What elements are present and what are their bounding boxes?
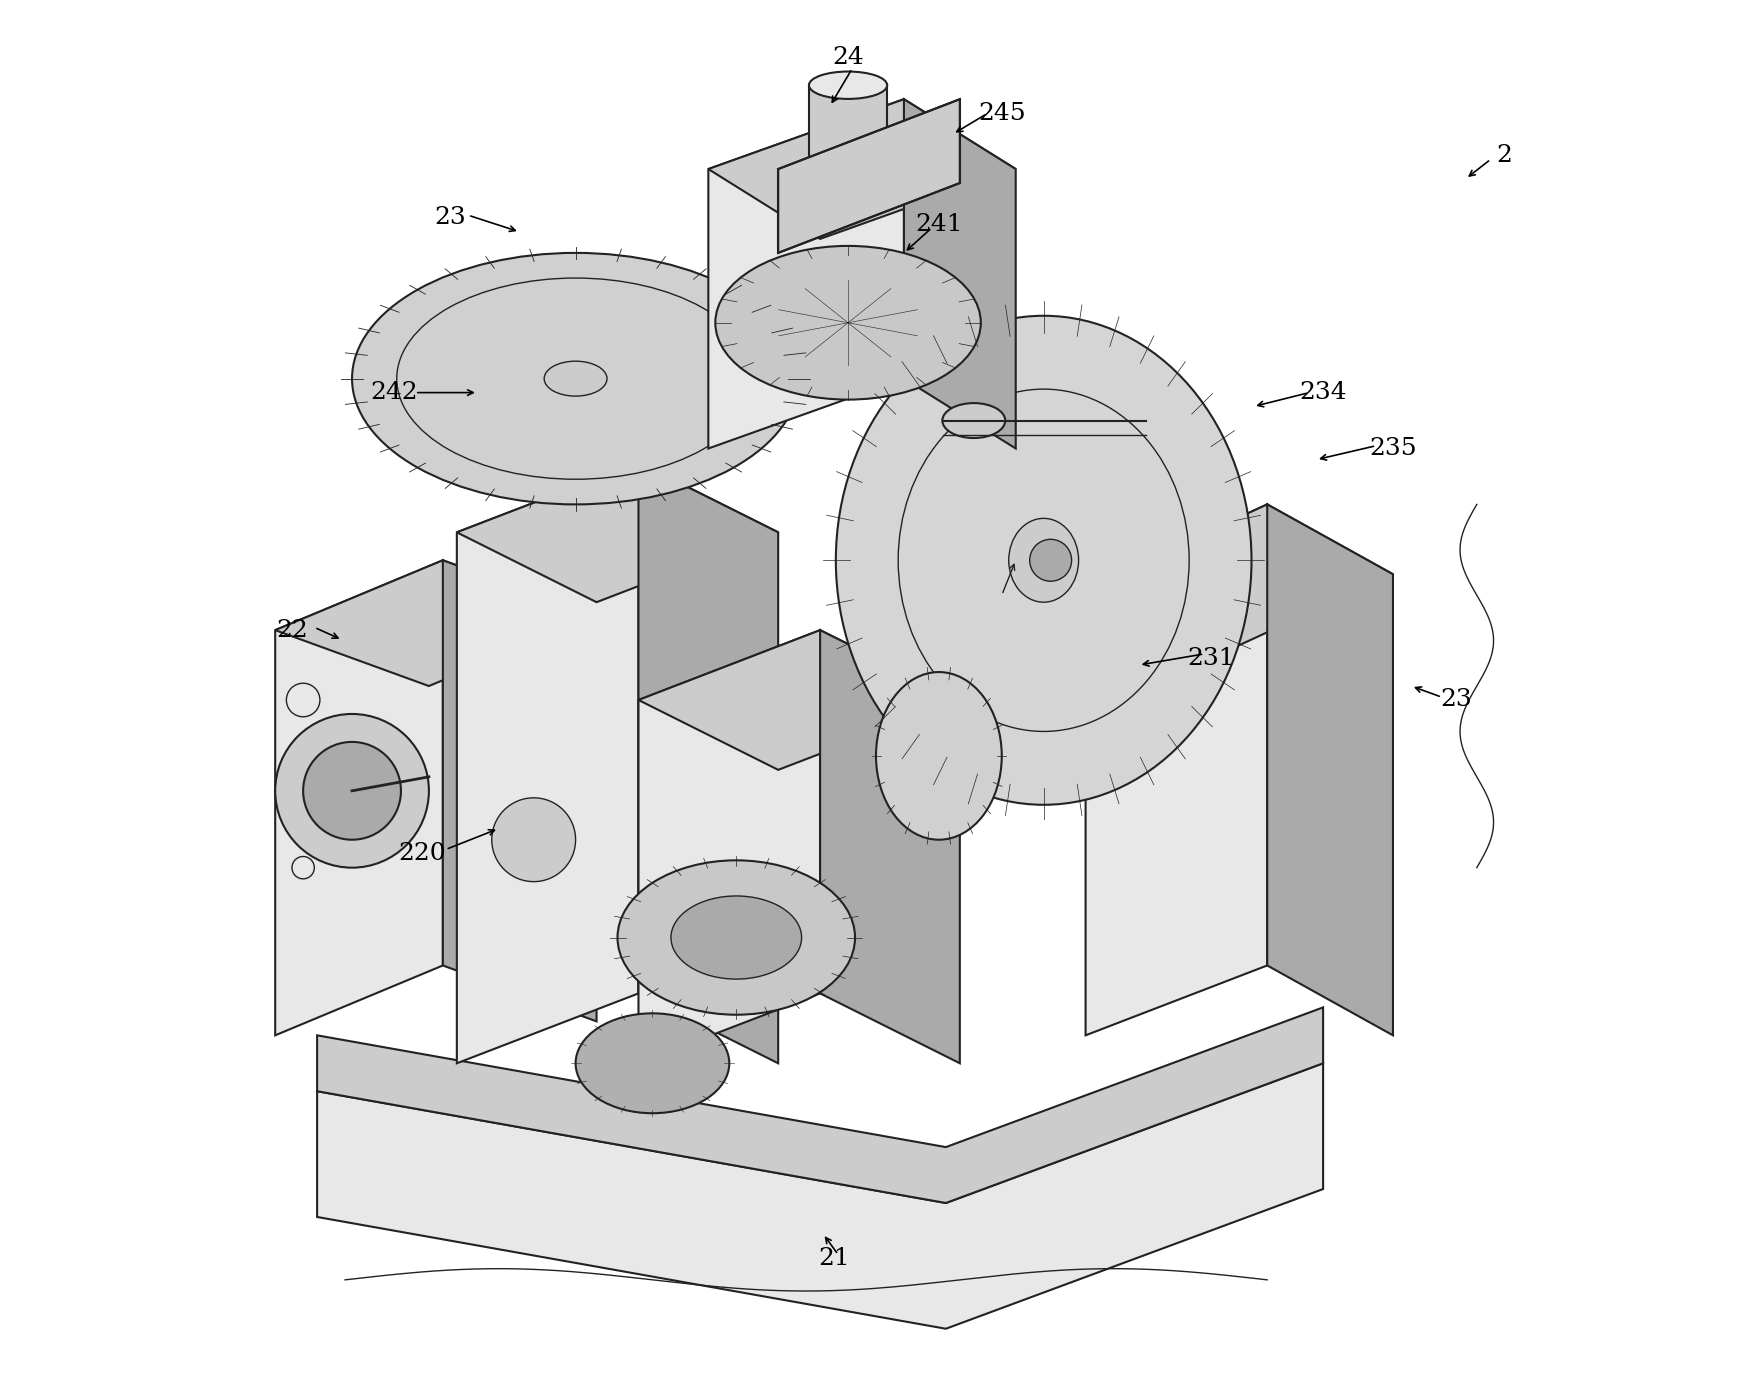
Text: 23: 23 <box>434 206 466 230</box>
Bar <box>809 85 887 169</box>
Ellipse shape <box>876 672 1002 840</box>
Text: 22: 22 <box>277 619 308 641</box>
Text: 241: 241 <box>915 213 962 237</box>
Ellipse shape <box>1009 518 1079 602</box>
Polygon shape <box>443 560 596 1022</box>
Polygon shape <box>904 99 1016 448</box>
Polygon shape <box>708 99 1016 239</box>
Polygon shape <box>275 560 596 686</box>
Polygon shape <box>275 560 443 1036</box>
Circle shape <box>303 742 401 840</box>
Ellipse shape <box>809 155 887 183</box>
Text: 245: 245 <box>978 102 1025 125</box>
Ellipse shape <box>943 403 1006 438</box>
Text: 235: 235 <box>1368 437 1417 461</box>
Polygon shape <box>457 462 638 1063</box>
Polygon shape <box>1267 504 1393 1036</box>
Text: 2: 2 <box>1496 144 1512 167</box>
Polygon shape <box>638 630 820 1063</box>
Polygon shape <box>1086 504 1267 1036</box>
Ellipse shape <box>617 861 855 1015</box>
Circle shape <box>1030 539 1072 581</box>
Text: 242: 242 <box>370 381 417 405</box>
Text: 220: 220 <box>398 843 445 865</box>
Ellipse shape <box>576 1014 729 1113</box>
Polygon shape <box>317 1063 1323 1329</box>
Text: 21: 21 <box>818 1247 850 1270</box>
Ellipse shape <box>671 896 802 979</box>
Ellipse shape <box>715 246 981 399</box>
Text: 234: 234 <box>1300 381 1347 405</box>
Polygon shape <box>638 630 960 770</box>
Text: 23: 23 <box>1440 689 1472 711</box>
Polygon shape <box>457 462 778 602</box>
Ellipse shape <box>809 71 887 99</box>
Text: 24: 24 <box>832 46 864 69</box>
Ellipse shape <box>352 253 799 504</box>
Text: 231: 231 <box>1188 647 1235 669</box>
Polygon shape <box>778 99 960 253</box>
Polygon shape <box>708 99 904 448</box>
Polygon shape <box>317 1008 1323 1203</box>
Polygon shape <box>1086 504 1393 658</box>
Polygon shape <box>820 630 960 1063</box>
Ellipse shape <box>545 361 606 396</box>
Polygon shape <box>638 462 778 1063</box>
Ellipse shape <box>836 316 1251 805</box>
Circle shape <box>492 798 576 882</box>
Circle shape <box>275 714 429 868</box>
